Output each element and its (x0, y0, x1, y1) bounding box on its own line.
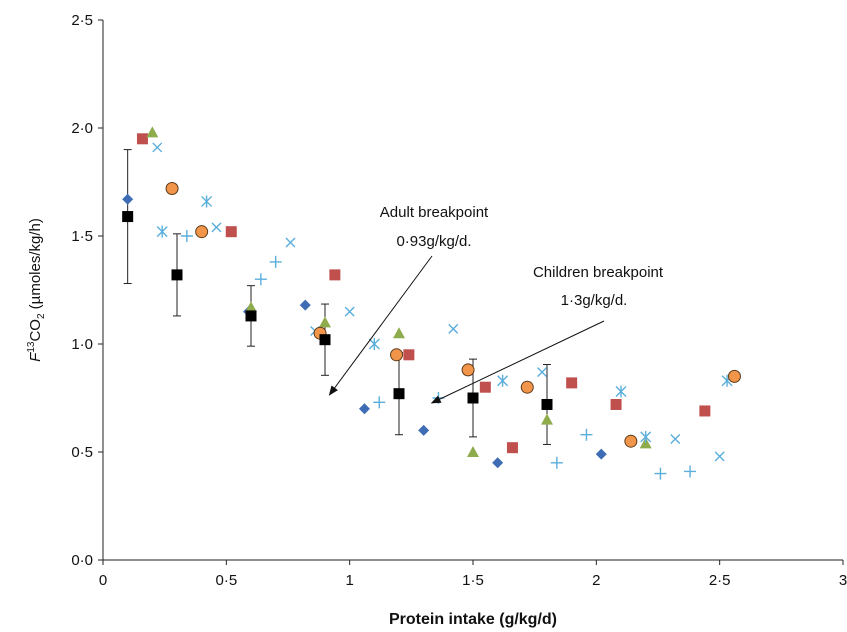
data-point-series-1 (299, 299, 311, 311)
mean-point (245, 310, 257, 322)
data-point-series-2 (329, 269, 341, 281)
data-point-series-5 (156, 225, 168, 238)
annotation-label: Children breakpoint (533, 264, 664, 281)
data-point-series-4 (448, 323, 459, 334)
mean-points (122, 211, 553, 410)
data-points (122, 126, 741, 480)
y-axis-title-sup: 13 (26, 341, 37, 353)
data-point-series-2 (699, 405, 711, 417)
annotation-label: 1·3g/kg/d. (561, 292, 628, 309)
data-point-series-7 (580, 428, 593, 441)
mean-point (122, 211, 134, 223)
y-tick-label: 0·0 (71, 552, 93, 569)
data-point-series-5 (201, 195, 213, 208)
data-point-series-3 (541, 413, 553, 425)
data-point-series-3 (245, 301, 257, 313)
data-point-series-1 (418, 424, 430, 436)
mean-point (541, 398, 553, 410)
x-axis-title: Protein intake (g/kg/d) (389, 611, 557, 628)
data-point-series-7 (180, 230, 193, 242)
data-point-series-2 (225, 226, 237, 238)
data-point-series-6 (195, 225, 209, 239)
data-point-series-3 (319, 316, 331, 328)
data-point-series-5 (640, 430, 652, 443)
x-tick-label: 2·5 (709, 572, 731, 589)
data-point-series-5 (497, 374, 509, 387)
data-point-series-7 (654, 467, 667, 480)
y-tick-label: 1·0 (71, 336, 93, 353)
data-point-series-3 (146, 126, 159, 138)
y-tick-label: 2·5 (71, 12, 93, 29)
data-point-series-7 (550, 456, 563, 469)
data-point-series-5 (615, 385, 627, 398)
y-axis-title-suffix: (µmoles/kg/h) (27, 218, 44, 313)
data-point-series-2 (610, 398, 622, 410)
y-tick-label: 0·5 (71, 444, 93, 461)
data-point-series-6 (727, 369, 741, 383)
y-tick-label: 2·0 (71, 120, 93, 137)
data-point-series-4 (714, 451, 725, 462)
annotation-label: 0·93g/kg/d. (396, 233, 471, 250)
mean-point (171, 269, 183, 281)
y-axis-title-sub: 2 (36, 313, 47, 319)
data-point-series-4 (285, 237, 296, 248)
data-point-series-2 (506, 442, 518, 454)
data-point-series-2 (479, 381, 491, 393)
data-point-series-4 (670, 434, 681, 445)
y-ticks: 0·0 0·5 1·0 1·5 2·0 2·5 (71, 12, 103, 569)
mean-point (393, 388, 405, 400)
y-axis-title: F13CO2 (µmoles/kg/h) (26, 218, 47, 362)
x-tick-label: 2 (592, 572, 600, 589)
annotation-arrow (430, 320, 605, 404)
data-point-series-1 (358, 403, 370, 415)
data-point-series-3 (467, 446, 479, 457)
data-point-series-6 (520, 380, 534, 394)
x-axis: 0 0·5 1 1·5 2 2·5 3 (99, 559, 847, 589)
data-point-series-4 (152, 142, 163, 153)
data-point-series-6 (165, 181, 179, 195)
mean-point (319, 334, 331, 346)
annotation-label: Adult breakpoint (380, 204, 489, 221)
data-point-series-2 (403, 349, 415, 361)
data-point-series-7 (269, 255, 282, 268)
error-bars (123, 149, 551, 445)
data-point-series-7 (684, 465, 697, 478)
data-point-series-1 (122, 193, 134, 205)
data-point-series-2 (566, 377, 578, 389)
data-point-series-4 (211, 222, 222, 233)
x-tick-label: 3 (839, 572, 847, 589)
data-point-series-6 (461, 363, 475, 377)
data-point-series-1 (595, 448, 607, 460)
x-tick-label: 1 (345, 572, 353, 589)
annotation-arrow (328, 255, 433, 396)
y-axis-title-prefix: F (27, 352, 44, 362)
data-point-series-4 (344, 306, 355, 317)
x-tick-label: 1·5 (462, 572, 484, 589)
annotations: Adult breakpoint 0·93g/kg/d. Children brea… (328, 204, 664, 404)
data-point-series-6 (390, 348, 404, 362)
data-point-series-6 (624, 434, 638, 448)
mean-point (467, 392, 479, 404)
y-tick-label: 1·5 (71, 228, 93, 245)
data-point-series-2 (136, 133, 148, 145)
y-axis: 0·0 0·5 1·0 1·5 2·0 2·5 (71, 12, 104, 569)
data-point-series-5 (368, 338, 380, 350)
data-point-series-7 (254, 273, 267, 286)
y-axis-title-mid: CO (27, 319, 44, 342)
data-point-series-7 (373, 396, 386, 409)
x-tick-label: 0·5 (215, 572, 237, 589)
data-point-series-1 (492, 457, 504, 469)
data-point-series-4 (537, 367, 548, 378)
x-ticks: 0 0·5 1 1·5 2 2·5 3 (99, 560, 847, 589)
x-tick-label: 0 (99, 572, 107, 589)
data-point-series-3 (393, 327, 405, 339)
